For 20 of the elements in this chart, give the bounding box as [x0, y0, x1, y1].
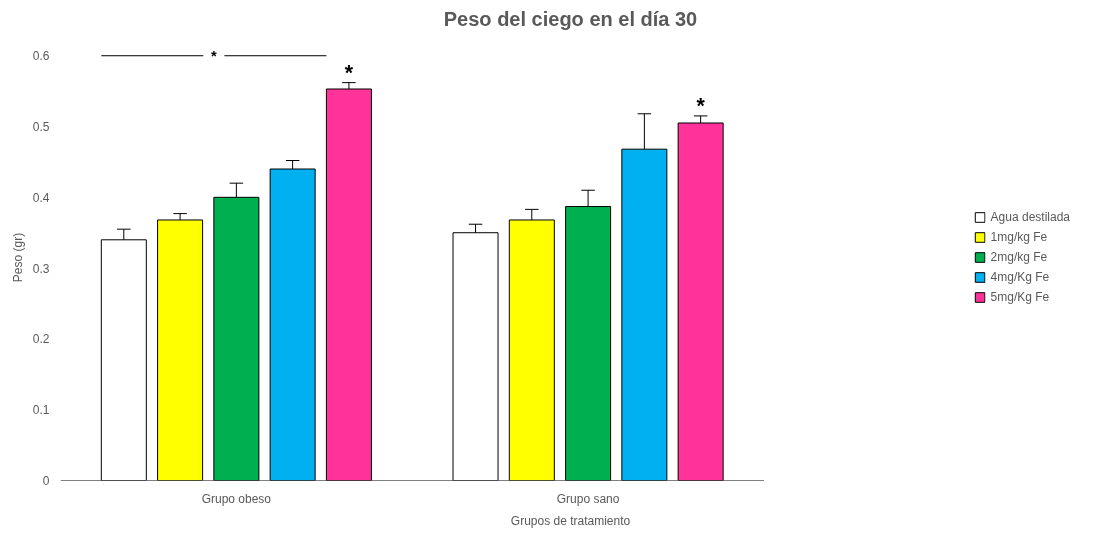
- x-axis-title: Grupos de tratamiento: [510, 513, 631, 528]
- y-tick-label: 0.6: [32, 49, 50, 64]
- y-tick-label: 0: [42, 474, 50, 488]
- annotation: *: [344, 60, 354, 85]
- legend-label: 1mg/kg Fe: [990, 230, 1048, 244]
- legend-label: 4mg/Kg Fe: [990, 270, 1050, 284]
- y-tick-label: 0.2: [32, 332, 50, 347]
- y-tick-label: 0.5: [32, 120, 50, 135]
- chart-title: Peso del ciego en el día 30: [443, 7, 698, 30]
- y-tick-label: 0.4: [32, 190, 50, 205]
- x-tick-label: Grupo obeso: [201, 491, 272, 506]
- y-tick-label: 0.1: [32, 403, 50, 418]
- legend-label: 5mg/Kg Fe: [990, 290, 1050, 304]
- x-tick-label: Grupo sano: [556, 491, 620, 506]
- y-axis-title: Peso (gr): [10, 232, 25, 283]
- annotation: *: [696, 93, 706, 118]
- y-tick-label: 0.3: [32, 261, 50, 276]
- annotation: *: [211, 47, 217, 64]
- legend-label: 2mg/kg Fe: [990, 250, 1048, 264]
- legend-label: Agua destilada: [990, 210, 1070, 224]
